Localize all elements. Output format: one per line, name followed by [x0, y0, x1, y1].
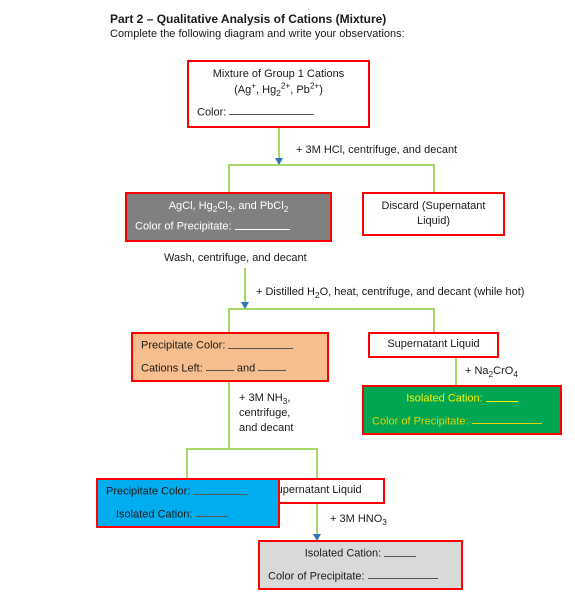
connector	[316, 448, 318, 478]
step-label: + 3M HCl, centrifuge, and decant	[296, 144, 457, 156]
blue-color-blank[interactable]	[193, 483, 248, 494]
connector	[228, 164, 230, 192]
green-color-blank[interactable]	[472, 413, 542, 424]
mixture-color-blank[interactable]	[229, 104, 314, 115]
mixture-color-row: Color:	[197, 104, 314, 121]
precip1-cations-row: Cations Left: and	[141, 360, 286, 377]
chlorides-color-blank[interactable]	[235, 218, 290, 229]
blue-iso-blank[interactable]	[196, 506, 228, 517]
chlorides-line1: AgCl, Hg2Cl2, and PbCl2	[169, 199, 289, 214]
step-label: and decant	[239, 422, 293, 434]
step-label: + 3M NH3,	[239, 392, 290, 404]
chlorides-color-row: Color of Precipitate:	[135, 218, 290, 235]
step-label: centrifuge,	[239, 407, 290, 419]
precip1-cation-blank-2[interactable]	[258, 360, 286, 371]
page-title: Part 2 – Qualitative Analysis of Cations…	[110, 12, 386, 26]
green-box: Isolated Cation: Color of Precipitate:	[362, 385, 562, 435]
discard-line2: Liquid)	[417, 214, 450, 229]
arrow-down-icon	[275, 158, 283, 165]
mixture-box: Mixture of Group 1 Cations (Ag+, Hg22+, …	[187, 60, 370, 128]
gray-color-row: Color of Precipitate:	[268, 568, 438, 585]
chlorides-color-label: Color of Precipitate:	[135, 221, 232, 233]
step-label: Wash, centrifuge, and decant	[164, 252, 307, 264]
connector	[228, 382, 230, 448]
step-label: + 3M HNO3	[330, 513, 387, 525]
arrow-down-icon	[241, 302, 249, 309]
precip1-and: and	[237, 362, 255, 374]
blue-color-label: Precipitate Color:	[106, 486, 190, 498]
precip1-cation-blank-1[interactable]	[206, 360, 234, 371]
page-instructions: Complete the following diagram and write…	[110, 28, 405, 40]
step-label: + Distilled H2O, heat, centrifuge, and d…	[256, 286, 524, 298]
sup1-text: Supernatant Liquid	[387, 337, 479, 352]
green-iso-blank[interactable]	[486, 390, 518, 401]
blue-color-row: Precipitate Color:	[106, 483, 248, 500]
gray-color-label: Color of Precipitate:	[268, 570, 365, 582]
connector	[228, 308, 230, 332]
gray-iso-label: Isolated Cation:	[305, 548, 381, 560]
gray-iso-row: Isolated Cation:	[305, 545, 417, 562]
connector	[228, 164, 435, 166]
mixture-line1: Mixture of Group 1 Cations	[213, 67, 344, 82]
connector	[186, 448, 318, 450]
discard-box: Discard (Supernatant Liquid)	[362, 192, 505, 236]
gray-iso-blank[interactable]	[384, 545, 416, 556]
connector	[433, 308, 435, 332]
connector	[186, 448, 188, 478]
precip1-color-row: Precipitate Color:	[141, 337, 293, 354]
blue-iso-row: Isolated Cation:	[106, 506, 228, 523]
chlorides-box: AgCl, Hg2Cl2, and PbCl2 Color of Precipi…	[125, 192, 332, 242]
precip1-cations-label: Cations Left:	[141, 362, 203, 374]
precip1-color-label: Precipitate Color:	[141, 340, 225, 352]
sup2-text: Supernatant Liquid	[269, 483, 361, 498]
precip1-color-blank[interactable]	[228, 337, 293, 348]
connector	[455, 358, 457, 385]
precipitate-1-box: Precipitate Color: Cations Left: and	[131, 332, 329, 382]
step-label: + Na2CrO4	[465, 365, 518, 377]
connector	[433, 164, 435, 192]
connector	[228, 308, 435, 310]
green-iso-label: Isolated Cation:	[406, 393, 482, 405]
green-iso-row: Isolated Cation:	[406, 390, 518, 407]
blue-box: Precipitate Color: Isolated Cation:	[96, 478, 280, 528]
mixture-line2: (Ag+, Hg22+, Pb2+)	[234, 83, 323, 98]
blue-iso-label: Isolated Cation:	[116, 508, 192, 520]
supernatant-1-box: Supernatant Liquid	[368, 332, 499, 358]
discard-line1: Discard (Supernatant	[382, 199, 486, 214]
mixture-color-label: Color:	[197, 106, 226, 118]
gray-color-blank[interactable]	[368, 568, 438, 579]
gray-box: Isolated Cation: Color of Precipitate:	[258, 540, 463, 590]
green-color-row: Color of Precipitate:	[372, 413, 542, 430]
green-color-label: Color of Precipitate:	[372, 415, 469, 427]
